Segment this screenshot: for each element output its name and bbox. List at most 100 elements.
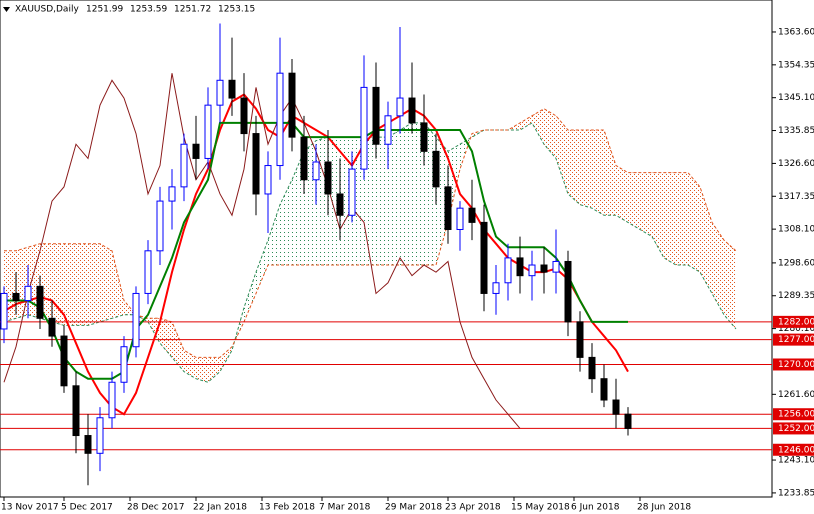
cloud-segment (556, 115, 568, 194)
axes: 1363.60 1354.35 1345.10 1335.85 1326.60 1317.… (1, 27, 814, 513)
level-tag (773, 408, 814, 421)
level-label: 1277.00 (778, 335, 814, 345)
candle-body (468, 207, 476, 223)
cloud-segment (88, 243, 100, 326)
x-tick-label: 23 Apr 2018 (445, 503, 501, 513)
level-label: 1270.00 (778, 360, 814, 370)
x-tick-label: 13 Feb 2018 (259, 503, 315, 513)
candle-body (180, 143, 188, 188)
cloud-segment (112, 250, 124, 319)
x-tick-label: 5 Dec 2017 (61, 503, 113, 513)
cloud-segment (460, 133, 472, 170)
candle-body (0, 292, 8, 330)
candle-body (120, 346, 128, 383)
candle-body (228, 79, 236, 99)
candle-body (300, 136, 308, 181)
candle-body (552, 260, 560, 273)
cloud-segment (172, 321, 184, 372)
cloud-segment (160, 318, 172, 358)
candle-body (144, 250, 152, 294)
ohlc-value: 1251.72 (174, 5, 211, 15)
x-tick-label: 13 Nov 2017 (1, 503, 59, 513)
candle-body (192, 143, 200, 159)
candle-body (60, 335, 68, 387)
x-tick-label: 7 Mar 2018 (319, 503, 371, 513)
y-tick-label: 1261.60 (778, 390, 814, 400)
level-label: 1252.00 (778, 424, 814, 434)
y-tick-label: 1354.35 (778, 60, 814, 70)
candle-body (528, 264, 536, 277)
candle-body (312, 161, 320, 181)
candle-body (84, 435, 92, 454)
chart-title: XAUUSD,Daily (15, 5, 79, 15)
candle-body (336, 193, 344, 216)
cloud-segment (100, 243, 112, 322)
candle-body (240, 97, 248, 135)
candle-body (516, 257, 524, 277)
candle-body (132, 292, 140, 348)
cloud-edge (4, 108, 737, 358)
candle-body (276, 72, 284, 167)
candle-body (348, 168, 356, 216)
level-label: 1246.00 (778, 445, 814, 455)
indicator-line (4, 121, 628, 380)
candle-body (72, 385, 80, 437)
cloud-segment (520, 115, 532, 131)
cloud-segment (412, 122, 424, 266)
x-tick-label: 29 Mar 2018 (385, 503, 442, 513)
candle-body (288, 72, 296, 138)
indicator-line (3, 73, 521, 429)
candle-body (432, 150, 440, 188)
cloud-segment (688, 172, 700, 273)
cloud-segment (388, 130, 400, 266)
cloud-segment (580, 130, 592, 209)
y-tick-label: 1345.10 (778, 93, 814, 103)
cloud-segment (544, 108, 556, 159)
y-tick-label: 1298.60 (778, 258, 814, 268)
candle-body (264, 165, 272, 195)
cloud-segment (604, 130, 616, 216)
cloud-segment (664, 172, 676, 266)
x-tick-label: 28 Jun 2018 (637, 503, 691, 513)
candle-body (360, 86, 368, 170)
cloud-segment (724, 240, 736, 329)
candle-body (324, 161, 332, 195)
level-label: 1256.00 (778, 410, 814, 420)
ohlc-value: 1251.99 (86, 5, 123, 15)
level-tag (773, 315, 814, 328)
cloud-segment (208, 357, 220, 383)
indicator-lines (3, 73, 629, 429)
candle-body (420, 122, 428, 152)
x-tick-label: 15 May 2018 (511, 503, 570, 513)
candle-body (252, 133, 260, 195)
candle-body (48, 317, 56, 337)
cloud-segment (628, 172, 640, 230)
cloud-segment (712, 222, 724, 315)
candle-body (612, 399, 620, 415)
level-tag (773, 333, 814, 346)
candle-body (492, 282, 500, 294)
cloud-segment (676, 172, 688, 266)
y-tick-label: 1317.35 (778, 192, 814, 202)
cloud-segment (568, 130, 580, 205)
level-tag (773, 443, 814, 456)
candle-body (372, 86, 380, 145)
candle-body (96, 417, 104, 454)
cloud-segment (616, 165, 628, 223)
indicator-line (3, 93, 629, 416)
candle-body (588, 356, 596, 380)
candle-body (12, 292, 20, 302)
ohlc-value: 1253.15 (218, 5, 255, 15)
level-tag (773, 422, 814, 435)
level-label: 1282.00 (778, 317, 814, 327)
candle-body (204, 104, 212, 159)
candle-body (456, 207, 464, 230)
menu-arrow[interactable] (3, 7, 10, 12)
candle-body (444, 186, 452, 230)
cloud-segment (16, 247, 28, 319)
cloud-segment (592, 130, 604, 216)
y-tick-label: 1243.10 (778, 456, 814, 466)
candle-body (384, 115, 392, 145)
level-tag (773, 358, 814, 371)
